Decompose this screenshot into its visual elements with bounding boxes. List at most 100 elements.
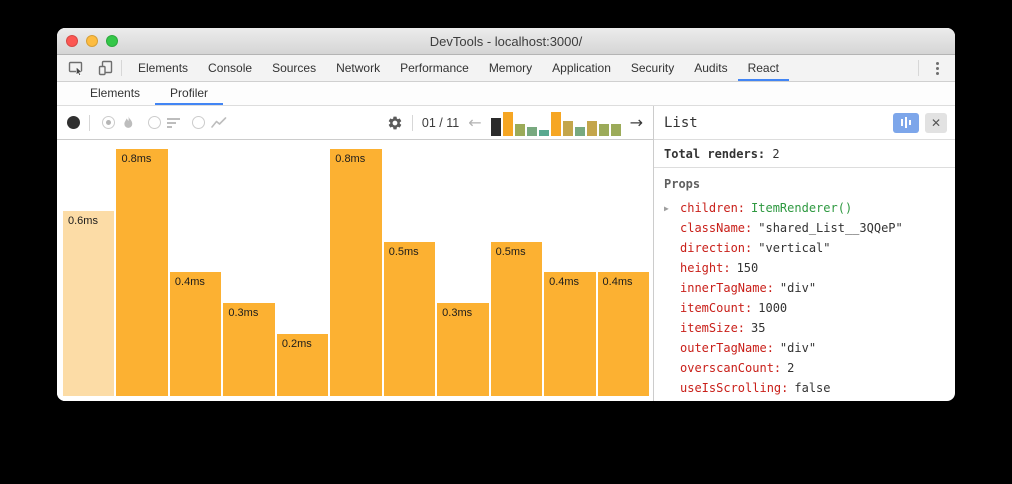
commit-bar-5[interactable]: 0.2ms	[276, 334, 329, 396]
zoom-window-button[interactable]	[106, 35, 118, 47]
close-details-button[interactable]: ✕	[925, 112, 947, 133]
prop-key: children:	[680, 201, 746, 215]
commit-bar-10[interactable]: 0.4ms	[544, 272, 596, 396]
snapshot-bar-3[interactable]	[514, 123, 525, 136]
prop-row-overscanCount: overscanCount: 2	[664, 358, 945, 378]
prop-row-direction: direction: "vertical"	[664, 238, 945, 258]
tab-network[interactable]: Network	[336, 61, 381, 75]
ranked-mode-option[interactable]	[148, 116, 180, 129]
snapshot-bar-9[interactable]	[586, 120, 597, 136]
prop-row-innerTagName: innerTagName: "div"	[664, 278, 945, 298]
prop-value: 1000	[758, 301, 788, 315]
subtab-elements[interactable]: Elements	[90, 85, 141, 100]
snapshot-bar-10[interactable]	[598, 123, 609, 136]
prop-value: "div"	[779, 281, 817, 295]
total-renders-value: 2	[772, 147, 780, 161]
prop-row-children[interactable]: ▶ children: ItemRenderer()	[664, 198, 945, 218]
commit-bar-4[interactable]: 0.3ms	[223, 303, 275, 396]
profiler-pane: 01 / 11 ← → 0.6ms 0.8ms 0.4ms 0.3ms 0.2ms 0.8…	[57, 106, 653, 401]
toolbar-divider	[411, 114, 413, 131]
commit-bar-8[interactable]: 0.3ms	[437, 303, 489, 396]
prop-key: outerTagName:	[680, 341, 774, 355]
interactions-mode-option[interactable]	[192, 116, 227, 130]
total-renders-label: Total renders:	[664, 147, 766, 161]
line-chart-icon	[211, 116, 227, 128]
record-button[interactable]	[67, 116, 80, 129]
snapshot-bar-5[interactable]	[538, 129, 549, 136]
next-snapshot-button[interactable]: →	[629, 112, 643, 132]
prev-snapshot-button[interactable]: ←	[468, 112, 482, 132]
snapshot-bar-7[interactable]	[562, 120, 573, 136]
props-section: Props ▶ children: ItemRenderer() className:…	[654, 168, 955, 401]
prop-row-className: className: "shared_List__3QQeP"	[664, 218, 945, 238]
tab-performance[interactable]: Performance	[400, 61, 469, 75]
pane-divider[interactable]	[653, 106, 654, 401]
expand-arrow-icon[interactable]: ▶	[664, 203, 669, 213]
props-list: ▶ children: ItemRenderer() className: "share…	[664, 198, 945, 401]
commit-bar-9[interactable]: 0.5ms	[490, 242, 543, 396]
snapshot-position: 01 / 11	[421, 115, 460, 130]
prop-value: 150	[736, 261, 759, 275]
tab-sources[interactable]: Sources	[272, 61, 317, 75]
react-subtabbar: Elements Profiler	[57, 82, 955, 106]
prop-key: itemCount:	[680, 301, 753, 315]
tab-console[interactable]: Console	[208, 61, 253, 75]
prop-key: overscanCount:	[680, 361, 782, 375]
toolbar-divider	[121, 60, 122, 76]
commit-bar-6[interactable]: 0.8ms	[330, 149, 382, 396]
snapshot-minimap[interactable]	[490, 110, 621, 136]
prop-row-useIsScrolling: useIsScrolling: false	[664, 378, 945, 398]
render-chart-button[interactable]	[893, 112, 919, 133]
prop-row-outerTagName: outerTagName: "div"	[664, 338, 945, 358]
prop-value: false	[794, 381, 831, 395]
commit-bar-1[interactable]: 0.6ms	[63, 211, 115, 396]
devtools-tabbar: Elements Console Sources Network Performance…	[57, 55, 955, 82]
flamegraph-mode-option[interactable]	[102, 115, 136, 131]
prop-row-width: width:300	[664, 398, 945, 401]
tab-application[interactable]: Application	[552, 61, 611, 75]
prop-value: 35	[751, 321, 766, 335]
snapshot-bar-11[interactable]	[610, 123, 621, 136]
tab-audits[interactable]: Audits	[694, 61, 728, 75]
device-toolbar-icon[interactable]	[95, 58, 117, 78]
snapshot-bar-8[interactable]	[574, 126, 585, 136]
prop-key: className:	[680, 221, 753, 235]
subtab-profiler[interactable]: Profiler	[155, 82, 224, 105]
flame-icon	[124, 115, 133, 128]
prop-row-itemCount: itemCount: 1000	[664, 298, 945, 318]
menu-divider	[918, 60, 919, 76]
minimize-window-button[interactable]	[86, 35, 98, 47]
snapshot-bar-2[interactable]	[502, 111, 513, 136]
toolbar-divider	[89, 114, 90, 131]
interactions-radio[interactable]	[192, 116, 205, 129]
snapshot-bar-6[interactable]	[550, 111, 561, 136]
ranked-chart-icon	[167, 117, 180, 128]
prop-key: itemSize:	[680, 321, 746, 335]
settings-gear-icon[interactable]	[387, 115, 403, 131]
commit-bar-7[interactable]: 0.5ms	[383, 242, 436, 396]
total-renders-row: Total renders: 2	[654, 140, 955, 168]
devtools-tabbar-tabs: Elements Console Sources Network Performance…	[128, 55, 789, 81]
commit-bar-11[interactable]: 0.4ms	[597, 272, 649, 396]
snapshot-bar-1[interactable]	[490, 117, 501, 136]
prop-row-itemSize: itemSize: 35	[664, 318, 945, 338]
ranked-radio[interactable]	[148, 116, 161, 129]
tab-security[interactable]: Security	[630, 61, 675, 75]
inspect-element-icon[interactable]	[65, 58, 87, 78]
more-options-icon[interactable]	[927, 61, 947, 75]
prop-value: ItemRenderer()	[751, 201, 853, 215]
tab-elements[interactable]: Elements	[138, 61, 189, 75]
commit-bar-2[interactable]: 0.8ms	[116, 149, 168, 396]
prop-key: direction:	[680, 241, 753, 255]
snapshot-bar-4[interactable]	[526, 126, 537, 136]
tab-memory[interactable]: Memory	[488, 61, 533, 75]
close-icon: ✕	[930, 115, 942, 130]
commit-bar-3[interactable]: 0.4ms	[169, 272, 222, 396]
prop-key: useIsScrolling:	[680, 381, 789, 395]
tab-react[interactable]: React	[737, 55, 789, 81]
close-window-button[interactable]	[66, 35, 78, 47]
flamegraph-radio[interactable]	[102, 116, 115, 129]
props-heading: Props	[664, 177, 701, 191]
profiler-toolbar: 01 / 11 ← →	[57, 106, 653, 140]
prop-value: "shared_List__3QQeP"	[758, 221, 903, 235]
